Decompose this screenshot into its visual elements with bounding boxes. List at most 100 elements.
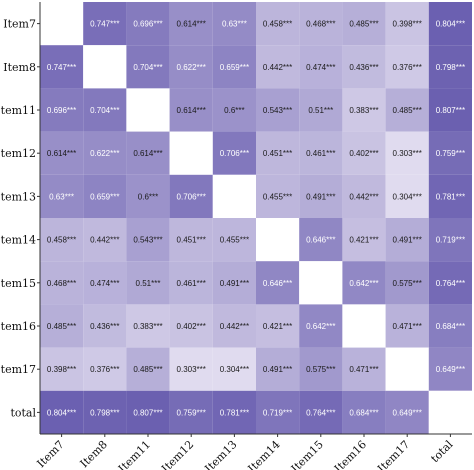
cell-value-label: 0.804*** xyxy=(47,408,76,417)
cell-value-label: 0.543*** xyxy=(133,236,162,245)
cell-value-label: 0.719*** xyxy=(263,408,292,417)
row-label: total xyxy=(10,406,36,419)
heatmap-cell xyxy=(342,88,386,132)
cell-value-label: 0.747*** xyxy=(90,20,119,29)
heatmap-cell xyxy=(40,2,84,46)
heatmap-cell xyxy=(126,88,170,132)
cell-value-label: 0.614*** xyxy=(177,20,206,29)
heatmap-cell xyxy=(299,45,343,89)
cell-value-label: 0.51*** xyxy=(136,279,161,288)
heatmap-cell xyxy=(385,174,429,218)
row-label: Item17 xyxy=(0,363,36,376)
heatmap-cell xyxy=(342,2,386,46)
heatmap-cell xyxy=(169,2,213,46)
cell-value-label: 0.649*** xyxy=(436,365,465,374)
heatmap-cell xyxy=(385,390,429,434)
cell-value-label: 0.706*** xyxy=(177,192,206,201)
heatmap-cell xyxy=(256,390,300,434)
heatmap-cell xyxy=(299,174,343,218)
heatmap-cell xyxy=(385,347,429,391)
cell-value-label: 0.303*** xyxy=(393,149,422,158)
cell-value-label: 0.759*** xyxy=(436,149,465,158)
column-label: Item12 xyxy=(159,438,196,470)
cell-value-label: 0.491*** xyxy=(306,192,335,201)
heatmap-cell xyxy=(428,261,472,305)
heatmap-cell xyxy=(256,131,300,175)
cell-value-label: 0.6*** xyxy=(224,106,244,115)
heatmap-cell xyxy=(40,390,84,434)
cell-value-label: 0.491*** xyxy=(220,279,249,288)
heatmap-cell xyxy=(385,304,429,348)
heatmap-cell xyxy=(299,2,343,46)
heatmap-cell xyxy=(299,218,343,262)
cell-value-label: 0.622*** xyxy=(90,149,119,158)
heatmap-cell xyxy=(40,218,84,262)
heatmap-cell xyxy=(40,304,84,348)
cell-value-label: 0.807*** xyxy=(133,408,162,417)
heatmap-cell xyxy=(256,2,300,46)
cell-value-label: 0.696*** xyxy=(47,106,76,115)
row-label: Item13 xyxy=(0,190,36,203)
cell-value-label: 0.747*** xyxy=(47,63,76,72)
heatmap-cell xyxy=(299,390,343,434)
heatmap-cell xyxy=(428,347,472,391)
cell-value-label: 0.442*** xyxy=(90,236,119,245)
cell-value-label: 0.421*** xyxy=(349,236,378,245)
heatmap-axes xyxy=(39,2,472,435)
cell-value-label: 0.6*** xyxy=(138,192,158,201)
cell-value-label: 0.798*** xyxy=(90,408,119,417)
heatmap-cell xyxy=(169,218,213,262)
cell-value-label: 0.491*** xyxy=(263,365,292,374)
cell-value-label: 0.614*** xyxy=(133,149,162,158)
heatmap-cell xyxy=(83,347,127,391)
heatmap-cell xyxy=(256,304,300,348)
heatmap-cell xyxy=(299,304,343,348)
heatmap-cell xyxy=(212,261,256,305)
cell-value-label: 0.398*** xyxy=(47,365,76,374)
column-labels: Item7 Item8 Item11 Item12 Item13 Item14 Item15… xyxy=(34,434,456,470)
cell-value-label: 0.468*** xyxy=(306,20,335,29)
heatmap-cell xyxy=(169,45,213,89)
cell-value-label: 0.659*** xyxy=(90,192,119,201)
cell-value-label: 0.614*** xyxy=(177,106,206,115)
cell-value-label: 0.781*** xyxy=(220,408,249,417)
heatmap-cell xyxy=(385,218,429,262)
cell-value-label: 0.436*** xyxy=(90,322,119,331)
cell-value-label: 0.807*** xyxy=(436,106,465,115)
cell-value-label: 0.304*** xyxy=(220,365,249,374)
heatmap-cell xyxy=(256,261,300,305)
heatmap-cell xyxy=(428,174,472,218)
heatmap-cell xyxy=(385,88,429,132)
cell-value-label: 0.383*** xyxy=(349,106,378,115)
cell-value-label: 0.402*** xyxy=(349,149,378,158)
heatmap-cell xyxy=(126,218,170,262)
cell-value-label: 0.642*** xyxy=(349,279,378,288)
cell-value-label: 0.461*** xyxy=(177,279,206,288)
cell-value-label: 0.376*** xyxy=(90,365,119,374)
heatmap-cell xyxy=(428,131,472,175)
row-label: Item16 xyxy=(0,320,36,333)
cell-value-label: 0.649*** xyxy=(393,408,422,417)
heatmap-cell xyxy=(169,390,213,434)
heatmap-cells: 0.747*** 0.696*** 0.614*** 0.63*** 0.458*** 0… xyxy=(40,2,472,434)
cell-value-label: 0.451*** xyxy=(177,236,206,245)
heatmap-cell xyxy=(256,45,300,89)
cell-value-label: 0.474*** xyxy=(306,63,335,72)
column-label: Item14 xyxy=(245,438,282,470)
cell-value-label: 0.442*** xyxy=(263,63,292,72)
heatmap-cell xyxy=(83,174,127,218)
cell-value-label: 0.543*** xyxy=(263,106,292,115)
heatmap-cell xyxy=(342,304,386,348)
cell-value-label: 0.485*** xyxy=(349,20,378,29)
heatmap-cell xyxy=(342,45,386,89)
heatmap-cell xyxy=(40,131,84,175)
cell-value-label: 0.471*** xyxy=(349,365,378,374)
heatmap-cell xyxy=(385,131,429,175)
cell-value-label: 0.468*** xyxy=(47,279,76,288)
heatmap-cell xyxy=(126,347,170,391)
heatmap-cell xyxy=(169,304,213,348)
heatmap-cell xyxy=(299,131,343,175)
heatmap-cell xyxy=(212,218,256,262)
heatmap-cell xyxy=(169,131,213,175)
heatmap-cell xyxy=(212,88,256,132)
